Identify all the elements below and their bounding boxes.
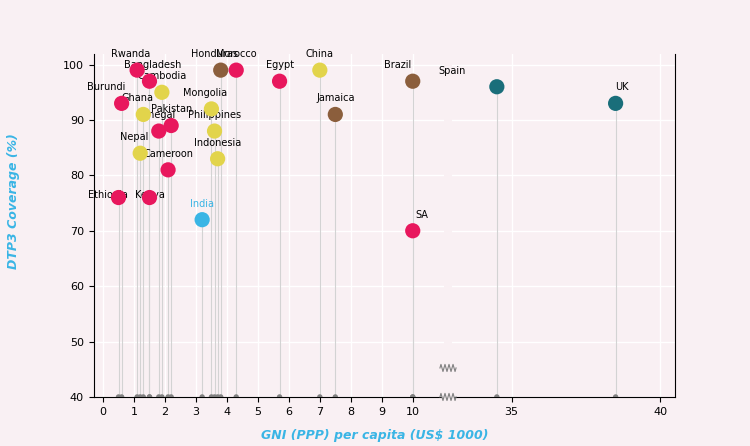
Point [406,393,418,401]
Text: SA: SA [416,210,428,220]
Point [131,66,143,74]
Point [211,155,223,162]
Point [116,393,128,401]
Point [143,393,155,401]
Text: Nepal: Nepal [120,132,148,142]
Point [406,78,418,85]
Point [329,393,341,401]
Text: Jamaica: Jamaica [316,93,355,103]
Point [156,393,168,401]
Text: Spain: Spain [439,66,466,76]
Point [112,393,125,401]
Point [137,111,149,118]
Point [406,393,418,401]
Text: Honduras: Honduras [191,49,238,59]
Point [143,194,155,201]
Text: Pakistan: Pakistan [151,104,192,115]
Text: Cameroon: Cameroon [143,149,193,159]
Text: Bangladesh: Bangladesh [124,60,182,70]
Point [314,393,326,401]
Text: Egypt: Egypt [266,60,294,70]
Text: Mongolia: Mongolia [183,88,227,98]
Text: China: China [306,49,334,59]
Point [196,393,208,401]
Point [143,393,155,401]
Point [610,393,622,401]
Point [206,105,218,112]
Point [116,100,128,107]
Point [156,89,168,96]
Point [214,66,226,74]
Point [274,393,286,401]
Point [329,111,341,118]
Text: Senegal: Senegal [136,110,176,120]
Point [406,227,418,234]
Point [131,393,143,401]
Point [610,100,622,107]
Point [153,393,165,401]
Point [230,66,242,74]
Point [206,393,218,401]
Point [490,393,502,401]
Text: Brazil: Brazil [384,60,411,70]
Point [153,128,165,135]
Text: Indonesia: Indonesia [194,138,242,148]
Text: UK: UK [615,83,628,92]
Point [209,128,220,135]
Point [274,78,286,85]
Point [165,122,177,129]
Point [490,83,502,91]
Text: Philippines: Philippines [188,110,241,120]
Point [137,393,149,401]
Point [230,393,242,401]
Point [143,78,155,85]
Text: GNI (PPP) per capita (US$ 1000): GNI (PPP) per capita (US$ 1000) [261,429,489,442]
Text: DTP3 Coverage (%): DTP3 Coverage (%) [8,133,20,268]
Text: Ghana: Ghana [121,93,153,103]
Point [211,393,223,401]
Point [165,393,177,401]
Text: Rwanda: Rwanda [111,49,151,59]
Point [162,393,174,401]
Point [134,150,146,157]
Point [314,66,326,74]
Point [196,216,208,223]
Point [214,393,226,401]
Text: Ethiopia: Ethiopia [88,190,128,200]
Text: India: India [190,198,214,209]
Point [162,166,174,173]
Text: Cambodia: Cambodia [137,71,187,81]
Text: Morocco: Morocco [216,49,256,59]
Text: Kenya: Kenya [134,190,164,200]
Point [112,194,125,201]
Point [209,393,220,401]
Point [134,393,146,401]
Text: Burundi: Burundi [87,83,125,92]
